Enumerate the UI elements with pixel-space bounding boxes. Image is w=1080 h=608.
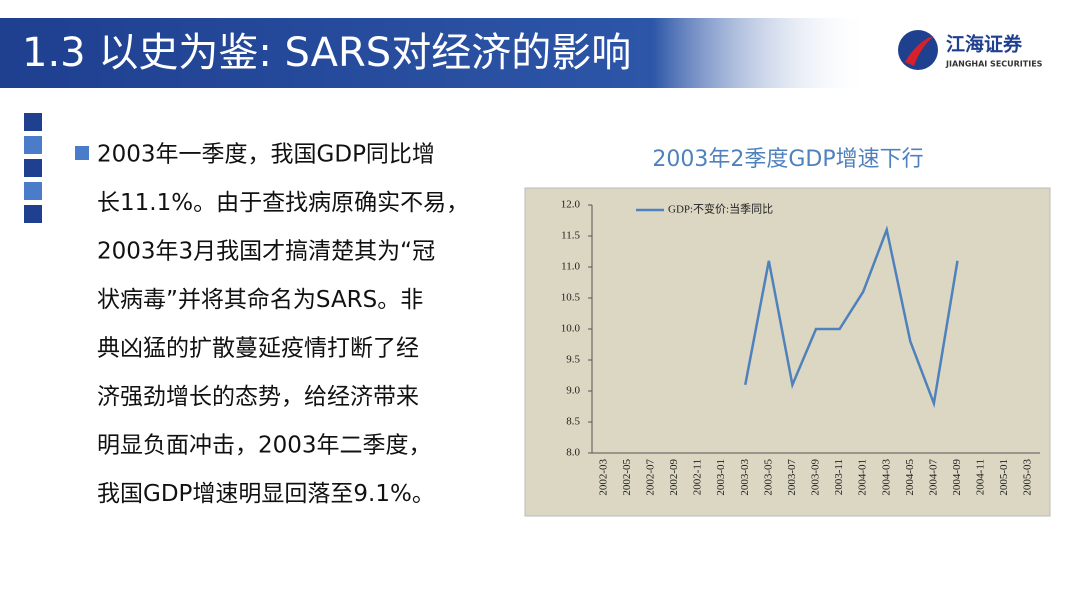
body-line: 2003年一季度，我国GDP同比增 — [97, 142, 435, 168]
side-decoration — [24, 113, 42, 223]
x-tick-label: 2002-03 — [597, 459, 609, 496]
x-tick-label: 2002-05 — [621, 459, 633, 496]
x-tick-label: 2004-05 — [904, 459, 916, 496]
x-tick-label: 2002-11 — [692, 459, 704, 495]
x-tick-label: 2004-11 — [975, 459, 987, 495]
x-tick-label: 2003-03 — [739, 459, 751, 496]
series-line — [744, 225, 959, 409]
x-tick-label: 2002-07 — [644, 459, 656, 496]
logo-name: 江海证券 — [946, 33, 1023, 56]
x-tick-label: 2004-09 — [951, 459, 963, 496]
x-tick-label: 2005-01 — [998, 459, 1010, 496]
y-tick-label: 8.0 — [566, 447, 580, 459]
body-line: 状病毒”并将其命名为SARS。非 — [97, 287, 423, 313]
header-bar — [0, 18, 870, 88]
legend-label: GDP:不变价:当季同比 — [668, 202, 773, 216]
x-tick-label: 2004-01 — [857, 459, 869, 496]
x-tick-label: 2003-11 — [833, 459, 845, 495]
chart-title: 2003年2季度GDP增速下行 — [652, 147, 923, 172]
x-tick-label: 2005-03 — [1022, 459, 1034, 496]
y-tick-label: 12.0 — [561, 199, 581, 211]
x-tick-label: 2003-05 — [762, 459, 774, 496]
body-line: 长11.1%。由于查找病原确实不易， — [97, 190, 469, 216]
chart-area — [524, 187, 1051, 517]
x-tick-label: 2003-01 — [715, 459, 727, 496]
y-tick-label: 11.0 — [561, 261, 580, 273]
x-tick-label: 2004-07 — [927, 459, 939, 496]
body-line: 2003年3月我国才搞清楚其为“冠 — [97, 239, 435, 265]
logo-sub: JIANGHAI SECURITIES — [945, 60, 1043, 69]
y-tick-label: 10.5 — [561, 292, 581, 304]
y-tick-label: 9.5 — [566, 354, 580, 366]
y-tick-label: 11.5 — [561, 230, 580, 242]
y-tick-label: 8.5 — [566, 416, 580, 428]
x-tick-label: 2004-03 — [880, 459, 892, 496]
body-line: 我国GDP增速明显回落至9.1%。 — [97, 481, 435, 507]
body-line: 典凶猛的扩散蔓延疫情打断了经 — [97, 336, 419, 362]
x-tick-label: 2003-09 — [810, 459, 822, 496]
body-line: 明显负面冲击，2003年二季度， — [97, 433, 432, 459]
bullet — [75, 146, 89, 160]
y-tick-label: 9.0 — [566, 385, 580, 397]
logo: 江海证券 JIANGHAI SECURITIES — [898, 30, 1043, 70]
y-tick-label: 10.0 — [561, 323, 581, 335]
slide-title: 1.3 以史为鉴: SARS对经济的影响 — [22, 30, 631, 76]
x-tick-label: 2002-09 — [668, 459, 680, 496]
x-tick-label: 2003-07 — [786, 459, 798, 496]
body-line: 济强劲增长的态势，给经济带来 — [97, 384, 419, 410]
